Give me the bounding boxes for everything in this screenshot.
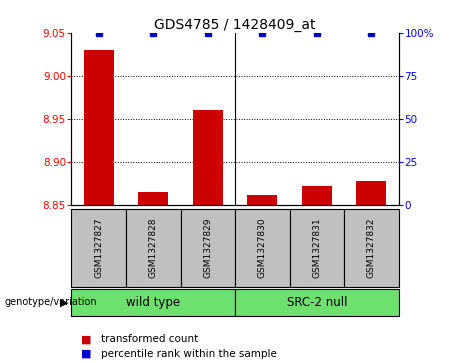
Text: GSM1327831: GSM1327831 [313, 217, 321, 278]
Bar [302, 186, 332, 205]
Text: GSM1327832: GSM1327832 [367, 217, 376, 278]
Text: genotype/variation: genotype/variation [5, 297, 97, 307]
Text: ■: ■ [81, 349, 91, 359]
Text: GSM1327828: GSM1327828 [149, 217, 158, 278]
Bar [84, 50, 114, 205]
Text: ▶: ▶ [60, 297, 68, 307]
Text: GSM1327827: GSM1327827 [94, 217, 103, 278]
Text: SRC-2 null: SRC-2 null [287, 296, 347, 309]
Text: ■: ■ [81, 334, 91, 344]
Bar [71, 289, 235, 316]
Bar [235, 289, 399, 316]
Bar [235, 209, 290, 287]
Bar [138, 192, 168, 205]
Bar [193, 110, 223, 205]
Text: transformed count: transformed count [101, 334, 199, 344]
Text: wild type: wild type [126, 296, 180, 309]
Bar [248, 195, 278, 205]
Bar [126, 209, 181, 287]
Text: percentile rank within the sample: percentile rank within the sample [101, 349, 278, 359]
Title: GDS4785 / 1428409_at: GDS4785 / 1428409_at [154, 18, 316, 32]
Bar [181, 209, 235, 287]
Text: GSM1327830: GSM1327830 [258, 217, 267, 278]
Bar [71, 209, 126, 287]
Text: GSM1327829: GSM1327829 [203, 217, 213, 278]
Bar [356, 181, 386, 205]
Bar [290, 209, 344, 287]
Bar [344, 209, 399, 287]
